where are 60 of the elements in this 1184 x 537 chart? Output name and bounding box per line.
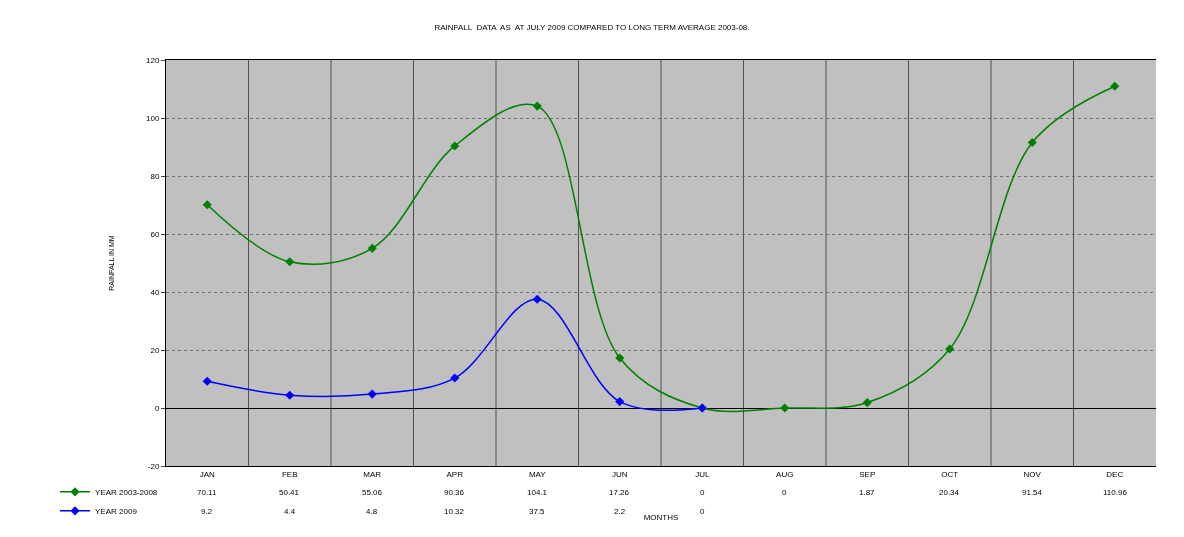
data-label: 17.26 [609, 488, 630, 497]
point [285, 390, 295, 400]
y-tick-label: 80 [150, 171, 160, 181]
point [615, 397, 625, 407]
x-tick-label: JAN [199, 469, 216, 479]
x-tick-label: FEB [281, 469, 298, 479]
data-label: 0 [700, 507, 705, 516]
point [945, 344, 955, 354]
x-tick-label: APR [446, 469, 464, 479]
y-tick-label: -20 [147, 461, 160, 471]
point [532, 294, 542, 304]
data-label: 91.54 [1022, 488, 1043, 497]
point [367, 389, 377, 399]
point [285, 257, 295, 267]
point [202, 200, 212, 210]
y-tick-label: 100 [146, 113, 160, 123]
data-label: 4.8 [366, 507, 378, 516]
point [450, 141, 460, 151]
x-tick-label: DEC [1106, 469, 1124, 479]
legend-label: YEAR 2003-2008 [95, 487, 158, 497]
point [1110, 81, 1120, 91]
chart-title: RAINFALL DATA AS AT JULY 2009 COMPARED TO LONG TERM AVERAGE 2003-08. [434, 22, 750, 32]
point [780, 403, 790, 413]
data-label: 110.96 [1103, 488, 1128, 497]
data-label: 4.4 [284, 507, 296, 516]
data-label: 20.34 [939, 488, 960, 497]
point [532, 101, 542, 111]
data-label: 0 [700, 488, 705, 497]
point [450, 373, 460, 383]
data-label: 1.87 [859, 488, 876, 497]
data-label: 104.1 [527, 488, 548, 497]
data-label: 70.11 [197, 488, 217, 497]
point [367, 243, 377, 253]
y-tick-label: 120 [146, 55, 160, 65]
data-label: 2.2 [614, 507, 626, 516]
legend-label: YEAR 2009 [95, 506, 138, 516]
x-axis-title: MONTHS [643, 512, 679, 522]
x-tick-label: JUN [611, 469, 628, 479]
x-tick-label: OCT [941, 469, 959, 479]
point [615, 353, 625, 363]
data-label: 90.36 [444, 488, 465, 497]
data-label: 0 [782, 488, 787, 497]
point [202, 376, 212, 386]
x-tick-label: NOV [1023, 469, 1042, 479]
data-label: 10.32 [444, 507, 465, 516]
x-tick-label: JUL [695, 469, 710, 479]
x-tick-label: MAR [363, 469, 382, 479]
x-tick-label: AUG [776, 469, 794, 479]
data-label: 37.5 [529, 507, 546, 516]
data-label: 50.41 [279, 488, 300, 497]
point [862, 398, 872, 408]
data-label: 9.2 [201, 507, 213, 516]
data-label: 55.06 [362, 488, 383, 497]
x-tick-label: MAY [528, 469, 547, 479]
point [1027, 137, 1037, 148]
y-tick-label: 0 [154, 403, 160, 413]
y-tick-label: 60 [150, 229, 160, 239]
x-tick-label: SEP [859, 469, 876, 479]
y-tick-label: 40 [150, 287, 160, 297]
y-tick-label: 20 [150, 345, 160, 355]
